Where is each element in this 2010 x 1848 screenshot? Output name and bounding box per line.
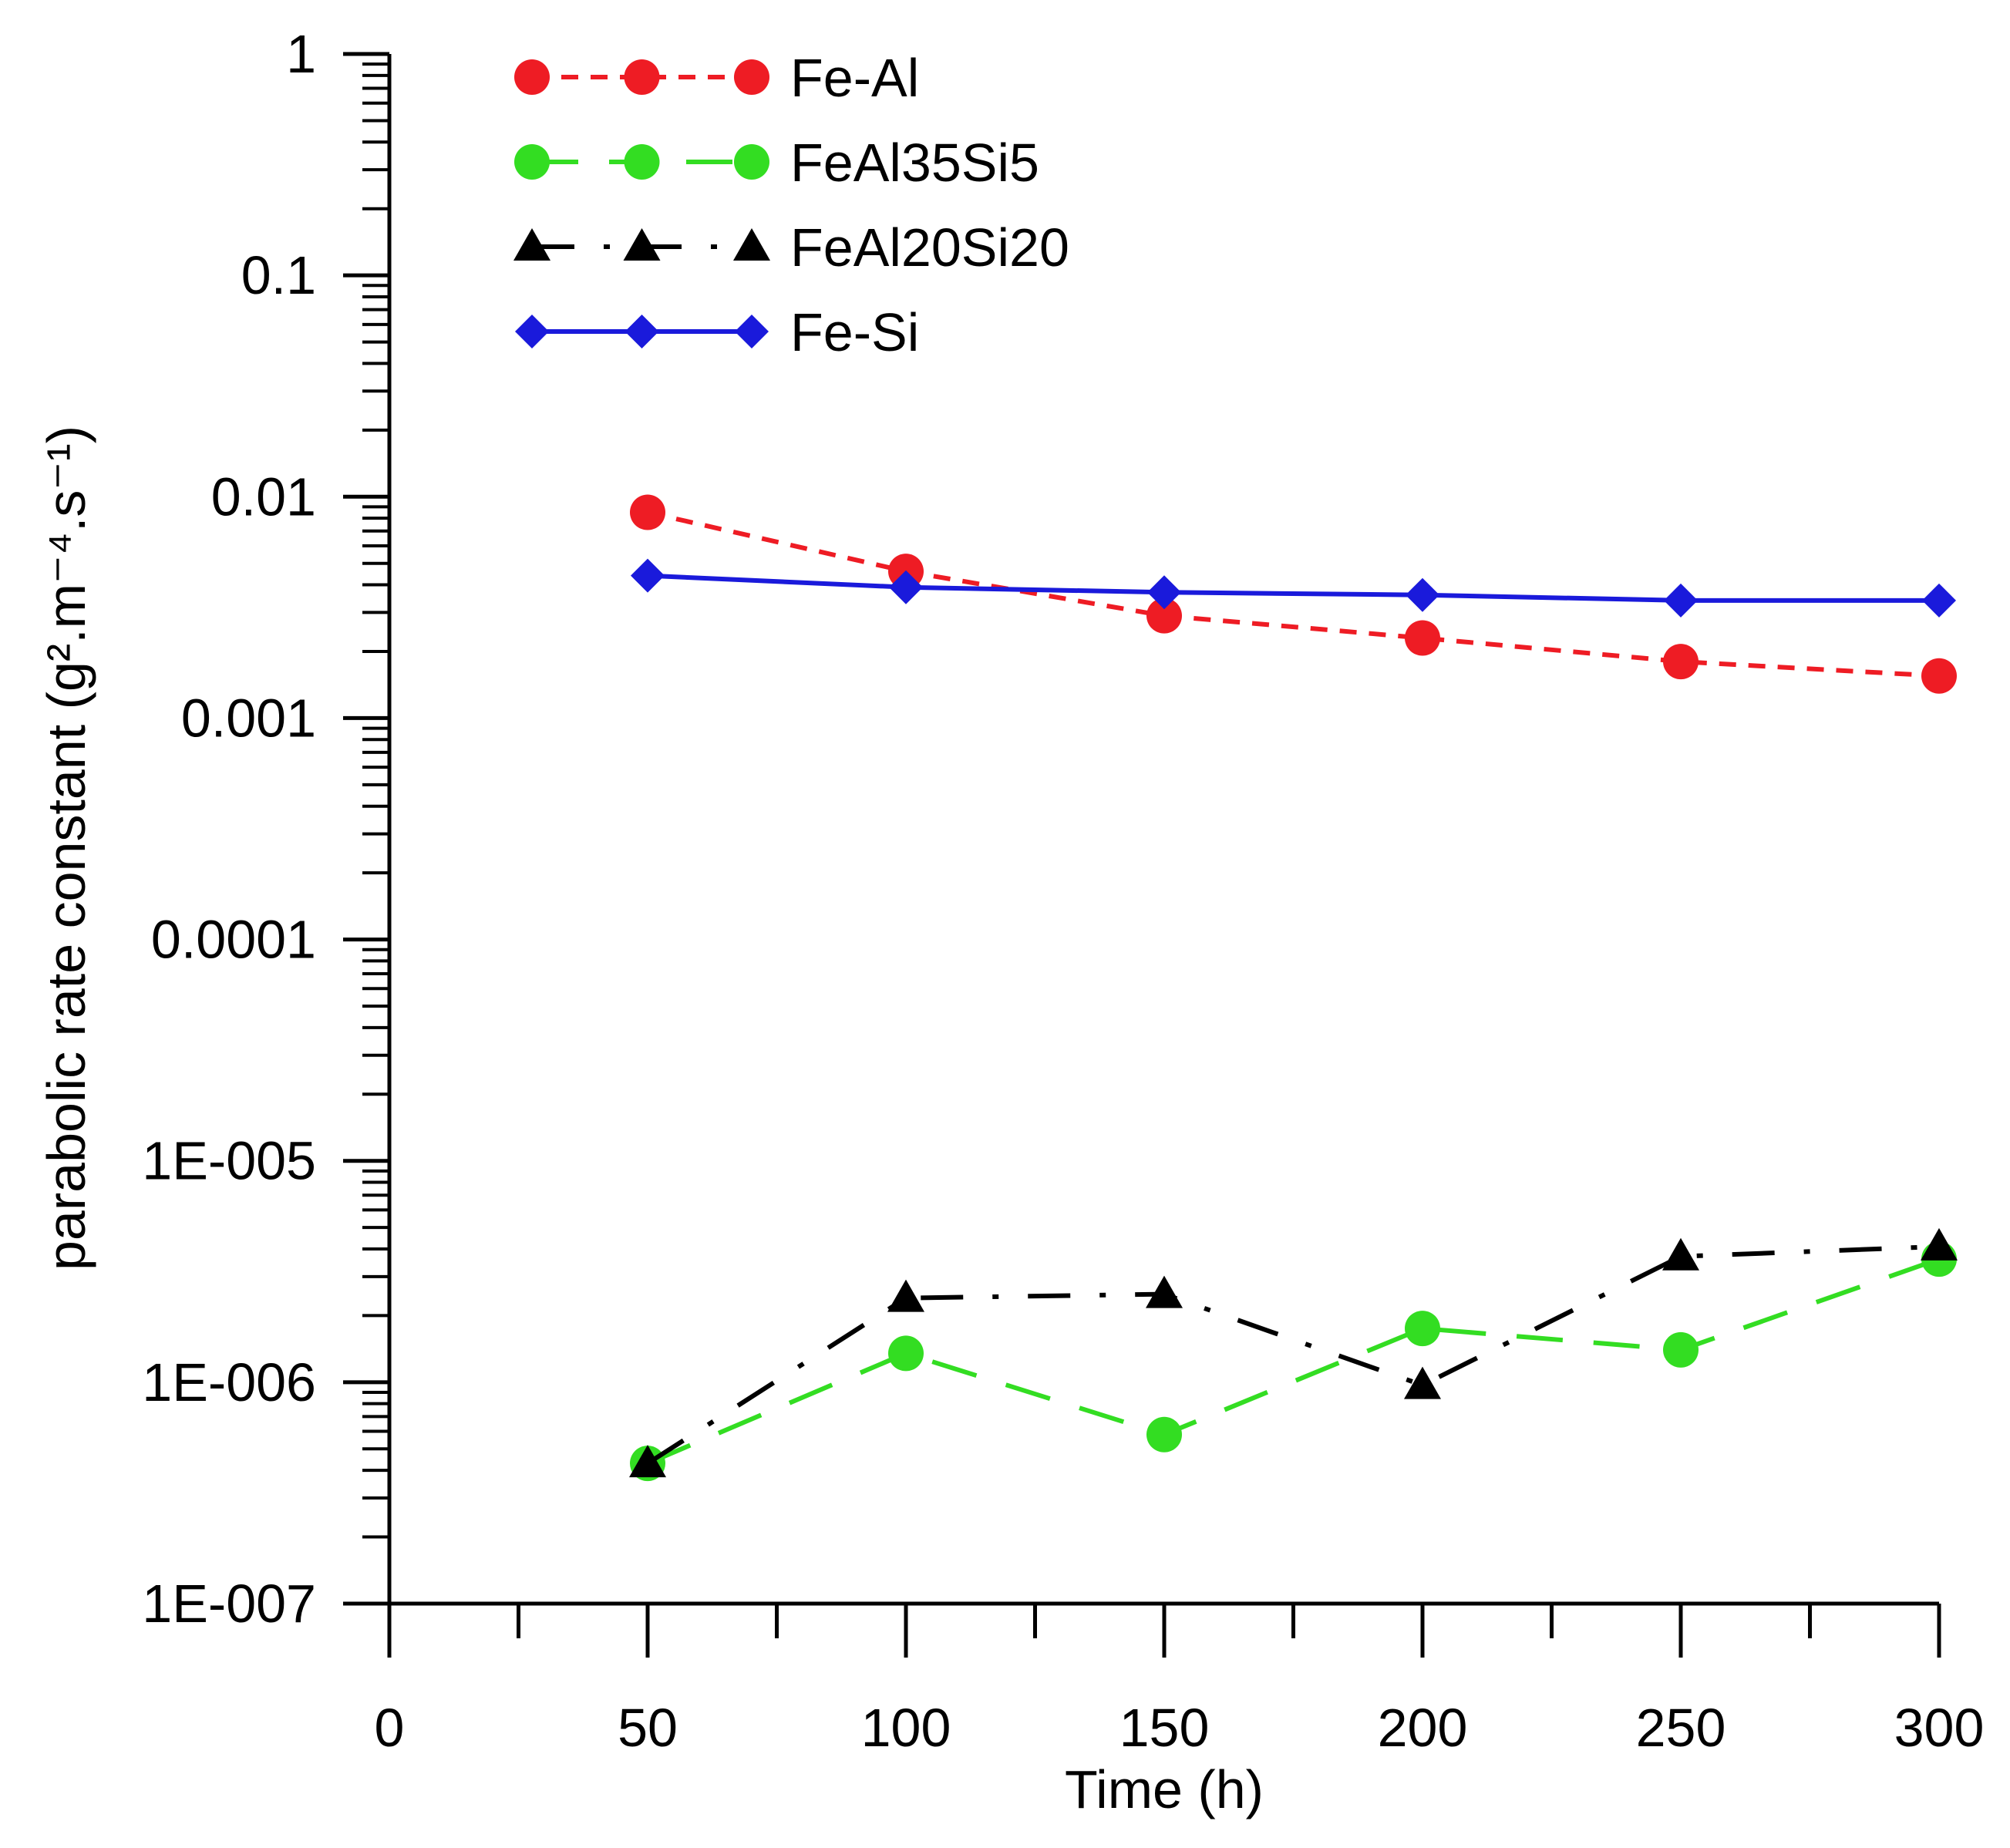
legend-marker-fe-si	[625, 315, 659, 348]
data-point-fe-si	[1147, 575, 1181, 610]
series-line-feal35si5	[646, 1257, 1940, 1466]
series-feal20si20	[629, 1227, 1958, 1478]
legend-label-feal35si5: FeAl35Si5	[790, 133, 1039, 193]
x-tick-label: 100	[861, 1698, 951, 1758]
legend-label-fe-si: Fe-Si	[790, 302, 919, 362]
legend-marker-feal20si20	[623, 228, 661, 261]
data-point-feal35si5	[1146, 1416, 1182, 1452]
x-tick-label: 200	[1378, 1698, 1468, 1758]
legend-marker-feal35si5	[624, 144, 660, 180]
data-point-fe-al	[1405, 620, 1440, 656]
data-point-fe-al	[630, 494, 665, 530]
series-fe-si	[631, 558, 1956, 618]
series-fe-al	[630, 494, 1957, 694]
data-point-feal35si5	[888, 1335, 924, 1372]
data-point-fe-si	[631, 558, 665, 593]
data-point-feal20si20	[1146, 1275, 1183, 1308]
legend-marker-fe-al	[624, 59, 660, 95]
x-tick-label: 150	[1119, 1698, 1210, 1758]
data-point-fe-si	[889, 570, 923, 604]
data-point-feal20si20	[887, 1279, 924, 1312]
series-layer	[629, 494, 1958, 1482]
y-tick-label: 0.1	[241, 245, 316, 305]
legend-item-fe-al: Fe-Al	[514, 48, 919, 108]
data-point-fe-al	[1663, 644, 1699, 680]
x-tick-label: 0	[375, 1698, 405, 1758]
legend-label-fe-al: Fe-Al	[790, 48, 919, 108]
data-point-feal20si20	[629, 1445, 666, 1478]
data-point-feal35si5	[1663, 1331, 1699, 1368]
y-tick-label: 0.01	[211, 466, 316, 527]
series-line-fe-si	[647, 573, 1939, 603]
legend-item-feal20si20: FeAl20Si20	[513, 217, 1069, 278]
series-line-feal20si20	[646, 1244, 1940, 1466]
y-tick-label: 1E-007	[142, 1574, 316, 1634]
data-point-feal35si5	[1405, 1311, 1440, 1347]
legend-marker-fe-si	[515, 315, 549, 348]
data-point-feal20si20	[1662, 1237, 1699, 1271]
data-point-fe-si	[1664, 583, 1698, 618]
y-tick-label: 0.0001	[151, 910, 316, 970]
legend-item-feal35si5: FeAl35Si5	[514, 133, 1039, 193]
data-point-fe-al	[1921, 658, 1957, 694]
y-tick-label: 1E-005	[142, 1131, 316, 1191]
y-axis-title: parabolic rate constant (g².m⁻⁴.s⁻¹)	[36, 426, 96, 1271]
x-tick-label: 250	[1636, 1698, 1726, 1758]
legend-item-fe-si: Fe-Si	[515, 302, 919, 362]
legend-marker-feal35si5	[734, 144, 769, 180]
legend-marker-fe-si	[735, 315, 769, 348]
legend-marker-fe-al	[734, 59, 769, 95]
data-point-feal20si20	[1921, 1227, 1958, 1261]
data-point-feal20si20	[1404, 1366, 1441, 1399]
y-tick-label: 1	[286, 24, 316, 84]
legend: Fe-Al FeAl35Si5 FeAl20Si20 Fe-Si	[513, 48, 1069, 362]
data-point-fe-si	[1406, 577, 1439, 612]
series-feal35si5	[630, 1241, 1957, 1482]
legend-marker-fe-al	[514, 59, 550, 95]
legend-marker-feal20si20	[513, 228, 550, 261]
x-axis-title: Time (h)	[1065, 1759, 1264, 1819]
legend-marker-feal20si20	[733, 228, 770, 261]
x-tick-label: 50	[618, 1698, 678, 1758]
data-point-fe-al	[1146, 597, 1182, 634]
legend-label-feal20si20: FeAl20Si20	[790, 217, 1069, 278]
y-tick-label: 0.001	[181, 688, 316, 748]
series-line-fe-al	[647, 510, 1940, 678]
data-point-fe-si	[1922, 583, 1956, 618]
x-tick-label: 300	[1894, 1698, 1985, 1758]
axes: 1E-007 1E-006 1E-005 0.0001 0.001 0.01 0.1 1 0 50…	[142, 24, 1984, 1758]
y-tick-label: 1E-006	[142, 1352, 316, 1412]
legend-marker-feal35si5	[514, 144, 550, 180]
